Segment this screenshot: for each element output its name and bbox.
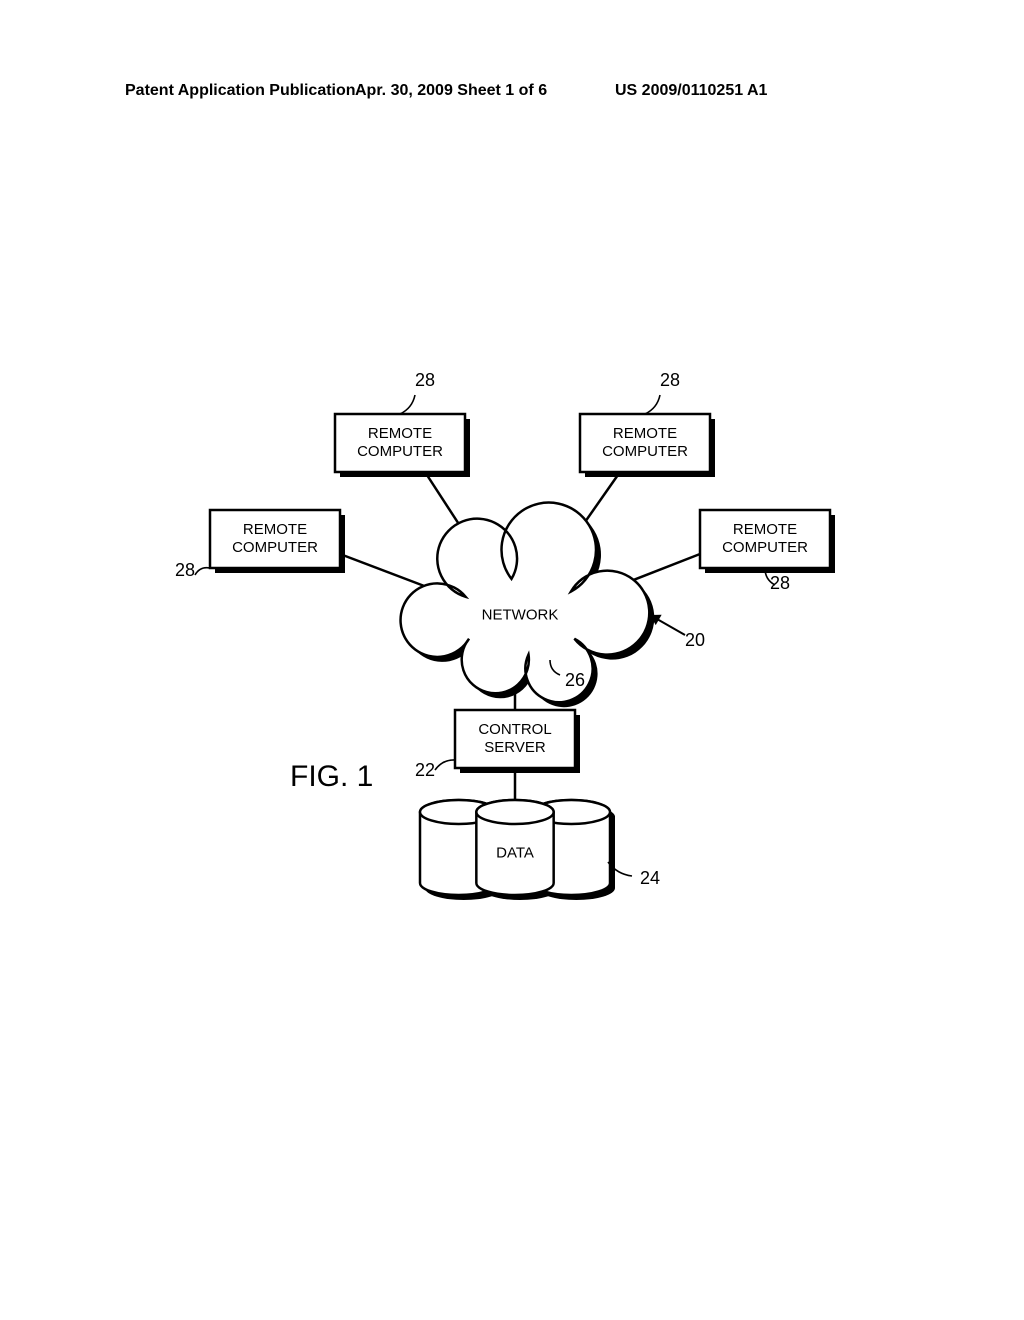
svg-text:DATA: DATA: [496, 844, 534, 861]
svg-text:28: 28: [415, 370, 435, 390]
network-diagram: REMOTECOMPUTERREMOTECOMPUTERREMOTECOMPUT…: [0, 0, 1024, 1320]
svg-text:22: 22: [415, 760, 435, 780]
svg-text:CONTROL: CONTROL: [478, 721, 551, 738]
svg-text:COMPUTER: COMPUTER: [232, 539, 318, 556]
figure-label: FIG. 1: [290, 760, 373, 794]
svg-text:28: 28: [660, 370, 680, 390]
svg-text:20: 20: [685, 630, 705, 650]
svg-text:24: 24: [640, 868, 660, 888]
svg-text:REMOTE: REMOTE: [613, 425, 677, 442]
svg-text:NETWORK: NETWORK: [482, 606, 559, 623]
svg-text:COMPUTER: COMPUTER: [602, 443, 688, 460]
svg-text:REMOTE: REMOTE: [243, 521, 307, 538]
svg-text:28: 28: [175, 560, 195, 580]
svg-text:REMOTE: REMOTE: [368, 425, 432, 442]
svg-text:COMPUTER: COMPUTER: [722, 539, 808, 556]
page: Patent Application Publication Apr. 30, …: [0, 0, 1024, 1320]
svg-text:COMPUTER: COMPUTER: [357, 443, 443, 460]
svg-text:26: 26: [565, 670, 585, 690]
svg-text:REMOTE: REMOTE: [733, 521, 797, 538]
svg-text:28: 28: [770, 573, 790, 593]
svg-text:SERVER: SERVER: [484, 739, 546, 756]
